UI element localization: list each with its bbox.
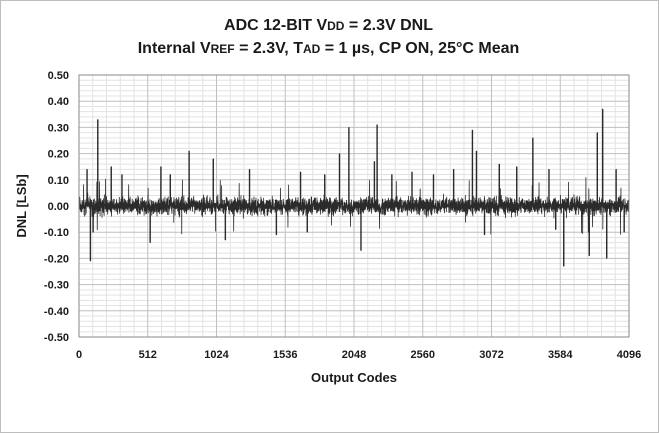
y-tick-label: -0.10 <box>44 227 69 239</box>
x-tick-label: 0 <box>76 349 82 361</box>
plot-border <box>78 74 630 338</box>
y-tick-label: 0.10 <box>48 175 69 187</box>
y-tick-label: -0.20 <box>44 253 69 265</box>
x-tick-label: 1024 <box>204 349 229 361</box>
y-tick-label: -0.40 <box>44 306 69 318</box>
dnl-series <box>78 108 630 267</box>
x-tick-labels: 0 512 1024 1536 2048 2560 3072 3584 4096 <box>76 349 641 361</box>
x-axis-label: Output Codes <box>311 370 397 385</box>
y-tick-label: -0.30 <box>44 280 69 292</box>
x-tick-label: 512 <box>139 349 157 361</box>
y-tick-label: 0.20 <box>48 149 69 161</box>
chart-title-line-2: Internal VREF = 2.3V, TAD = 1 µs, CP ON,… <box>137 40 520 57</box>
x-tick-label: 2048 <box>342 349 366 361</box>
x-tick-label: 4096 <box>617 349 641 361</box>
y-tick-label: 0.00 <box>48 201 69 213</box>
y-tick-label: 0.40 <box>48 96 69 108</box>
y-tick-label: 0.50 <box>48 70 69 82</box>
x-tick-label: 2560 <box>411 349 435 361</box>
chart-title-line-1: ADC 12-BIT VDD = 2.3V DNL <box>224 17 433 34</box>
y-tick-label: -0.50 <box>44 332 69 344</box>
y-tick-labels: 0.50 0.40 0.30 0.20 0.10 0.00 -0.10 -0.20 -0.30 -… <box>44 70 69 344</box>
x-tick-label: 3584 <box>548 349 573 361</box>
x-tick-label: 3072 <box>479 349 503 361</box>
y-tick-label: 0.30 <box>48 122 69 134</box>
y-axis-label: DNL [LSb] <box>14 174 29 237</box>
x-tick-label: 1536 <box>273 349 297 361</box>
